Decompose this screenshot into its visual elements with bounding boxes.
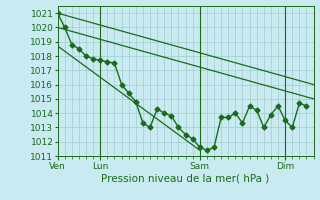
X-axis label: Pression niveau de la mer( hPa ): Pression niveau de la mer( hPa )	[101, 173, 270, 183]
